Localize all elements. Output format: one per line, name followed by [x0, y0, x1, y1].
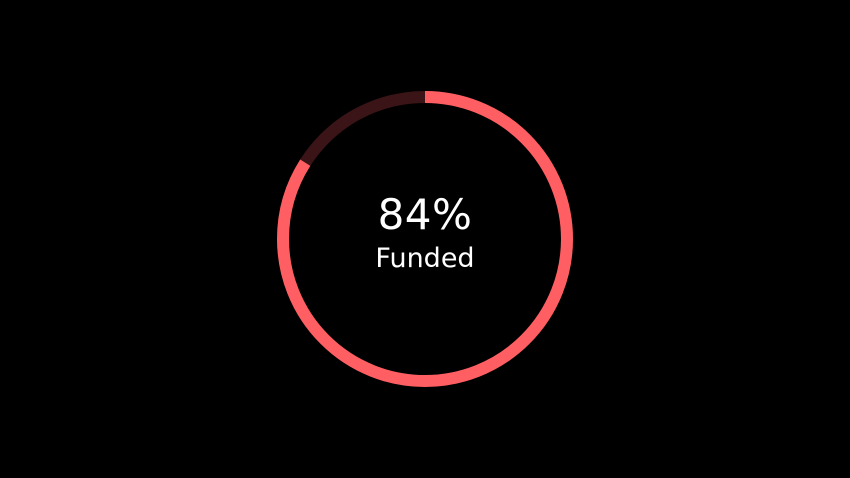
- funded-label: Funded: [375, 243, 475, 274]
- percent-value: 84%: [377, 190, 473, 239]
- progress-ring-fill: [277, 91, 573, 387]
- progress-readout: 84% Funded: [325, 190, 525, 276]
